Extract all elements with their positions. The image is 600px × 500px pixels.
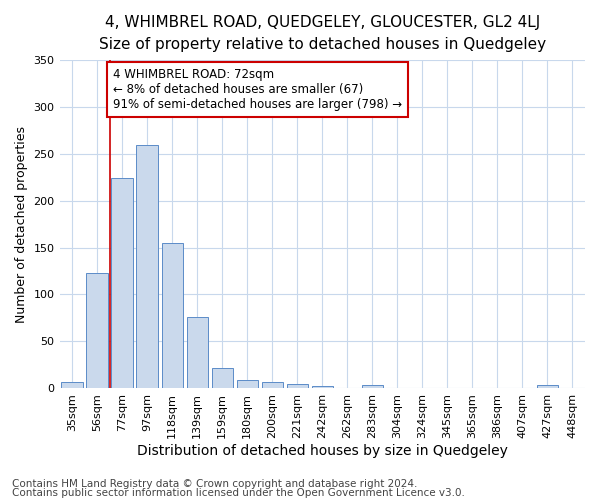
Text: Contains HM Land Registry data © Crown copyright and database right 2024.: Contains HM Land Registry data © Crown c… — [12, 479, 418, 489]
Title: 4, WHIMBREL ROAD, QUEDGELEY, GLOUCESTER, GL2 4LJ
Size of property relative to de: 4, WHIMBREL ROAD, QUEDGELEY, GLOUCESTER,… — [99, 15, 546, 52]
Bar — [311, 386, 333, 388]
Bar — [236, 380, 258, 388]
Bar — [61, 382, 83, 388]
Bar — [212, 368, 233, 388]
Bar — [362, 385, 383, 388]
Bar — [262, 382, 283, 388]
Bar — [136, 144, 158, 388]
Text: Contains public sector information licensed under the Open Government Licence v3: Contains public sector information licen… — [12, 488, 465, 498]
Bar — [287, 384, 308, 388]
Bar — [537, 385, 558, 388]
Bar — [86, 273, 108, 388]
X-axis label: Distribution of detached houses by size in Quedgeley: Distribution of detached houses by size … — [137, 444, 508, 458]
Text: 4 WHIMBREL ROAD: 72sqm
← 8% of detached houses are smaller (67)
91% of semi-deta: 4 WHIMBREL ROAD: 72sqm ← 8% of detached … — [113, 68, 403, 111]
Bar — [187, 317, 208, 388]
Bar — [112, 178, 133, 388]
Y-axis label: Number of detached properties: Number of detached properties — [15, 126, 28, 322]
Bar — [161, 243, 183, 388]
